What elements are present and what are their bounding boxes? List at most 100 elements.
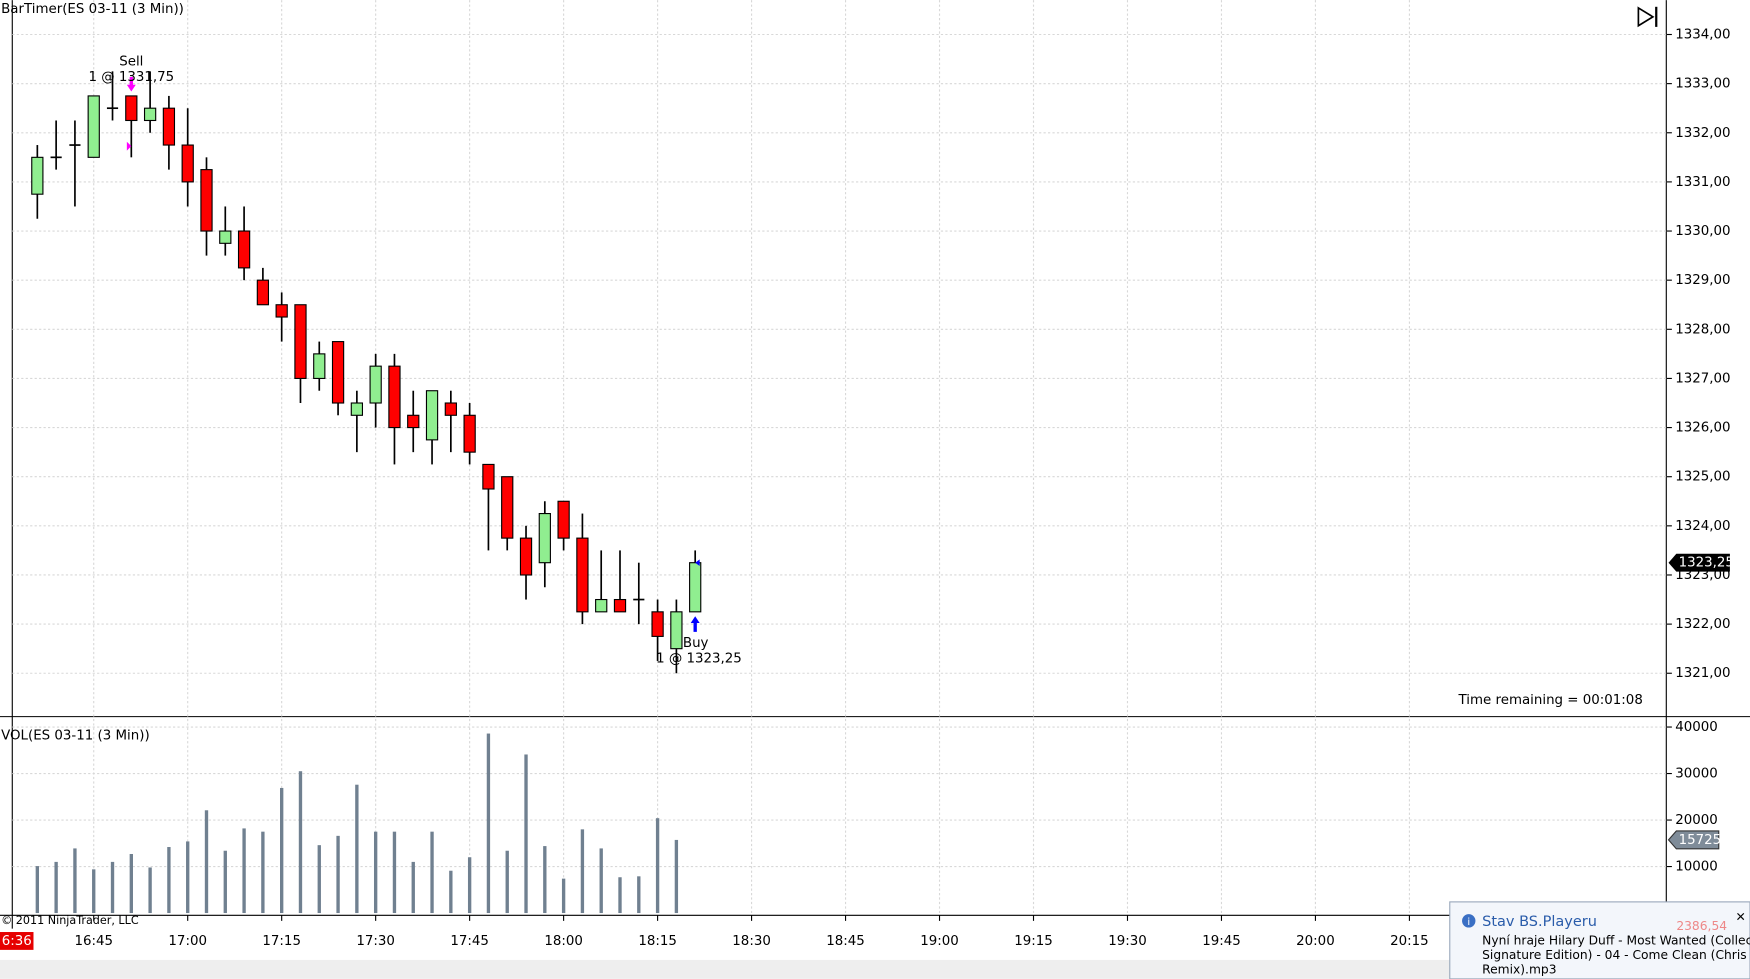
y-tick-label: 30000 [1675,767,1718,782]
volume-bar [54,861,58,914]
sell-arrow [126,76,136,92]
candle-body [143,107,157,122]
volume-bar [110,861,115,914]
clock: 6:36 [2,934,32,949]
volume-bar [167,847,171,914]
candle-body [237,230,251,269]
y-tick-label: 1327,00 [1675,371,1730,386]
scrollbar[interactable] [0,959,1750,979]
buy-label: Buy [683,636,709,651]
info-icon-glyph: i [1467,917,1470,928]
candle-body [313,353,326,379]
notification-popup[interactable]: 2386,54 i Stav BS.Playeru ✕ Nyní hraje H… [1449,901,1750,979]
candle-body [444,402,457,416]
candle-body [613,598,627,613]
volume-bar [336,835,340,914]
volume-bar [449,870,453,914]
candle-body [501,476,514,539]
x-tick-label: 19:15 [1014,934,1053,949]
popup-message-line: Remix).mp3 [1482,962,1556,976]
volume-bar [580,829,585,914]
last-price-tag [1668,553,1730,572]
candle-body [181,144,194,183]
volume-bar [543,846,547,914]
time-remaining: Time remaining = 00:01:08 [1458,693,1643,708]
x-tick-label: 19:00 [920,934,959,949]
volume-bar [467,857,472,914]
candle-body [407,414,420,429]
popup-title: Stav BS.Playeru [1482,914,1597,930]
candle-body [576,537,589,613]
volume-panel-title: VOL(ES 03-11 (3 Min)) [1,729,150,744]
scroll-to-end-button[interactable] [1637,6,1658,28]
volume-bar [430,831,434,914]
y-tick-label: 1334,00 [1675,27,1730,42]
volume-bar [618,877,622,914]
volume-bar [35,866,40,914]
x-tick-label: 17:15 [262,934,301,949]
info-icon [1462,914,1476,928]
candle-body [557,500,570,539]
volume-bar [355,784,359,914]
candle-body [31,156,44,195]
volume-bar [561,878,566,914]
volume-bar [223,850,227,914]
x-tick-label: 17:00 [168,934,207,949]
candle-body [595,598,608,613]
volume-bar [317,845,321,914]
volume-bar [505,850,509,914]
x-tick-label: 17:45 [450,934,489,949]
candle-body [651,611,664,637]
x-tick-label: 17:30 [356,934,395,949]
play-icon [1637,6,1655,28]
volume-bar [148,867,152,914]
y-tick-label: 1323,00 [1675,568,1730,583]
y-tick-label: 1326,00 [1675,421,1730,436]
x-tick-label: 16:45 [74,934,113,949]
candle-body [275,304,288,318]
volume-bar [261,831,265,914]
x-tick-label: 18:00 [544,934,583,949]
x-tick-label: 18:30 [732,934,771,949]
fill-marker [126,141,132,151]
volume-bar [92,869,96,914]
x-tick-label: 18:15 [638,934,677,949]
volume-tag [1667,830,1720,850]
candle-body [256,279,270,306]
candle-body [162,107,176,146]
candle-body [689,562,702,613]
volume-bar [392,831,397,914]
volume-bar [524,754,528,914]
volume-tag-label: 15725 [1679,833,1722,848]
sell-label: Sell [119,54,143,69]
popup-close[interactable]: ✕ [1735,910,1745,924]
y-tick-label: 1324,00 [1675,519,1730,534]
candle-body [331,341,345,404]
y-tick-label: 40000 [1675,720,1718,735]
popup-box [1449,901,1750,979]
buy-arrow [690,616,700,632]
y-tick-label: 1330,00 [1675,224,1730,239]
volume-bar [73,848,77,914]
popup-message-line: Nyní hraje Hilary Duff - Most Wanted (Co… [1482,933,1750,947]
candle-body [519,537,533,576]
buy-detail: 1 @ 1323,25 [656,652,742,667]
volume-bar [674,839,679,914]
y-tick-label: 10000 [1675,860,1718,875]
price-panel-title: BarTimer(ES 03-11 (3 Min)) [1,2,184,17]
candle-body [125,95,138,122]
volume-bar [298,771,303,914]
candle-body [294,304,307,379]
volume-bar [373,831,378,914]
volume-bar [411,861,415,914]
volume-bar [599,848,603,914]
volume-bar [280,787,284,914]
candle-body [482,463,495,490]
candle-body [200,169,213,232]
y-tick-label: 20000 [1675,813,1718,828]
candle-body [369,365,382,404]
copyright: © 2011 NinjaTrader, LLC [1,914,139,927]
y-tick-label: 1328,00 [1675,322,1730,337]
candle-body [463,414,476,453]
